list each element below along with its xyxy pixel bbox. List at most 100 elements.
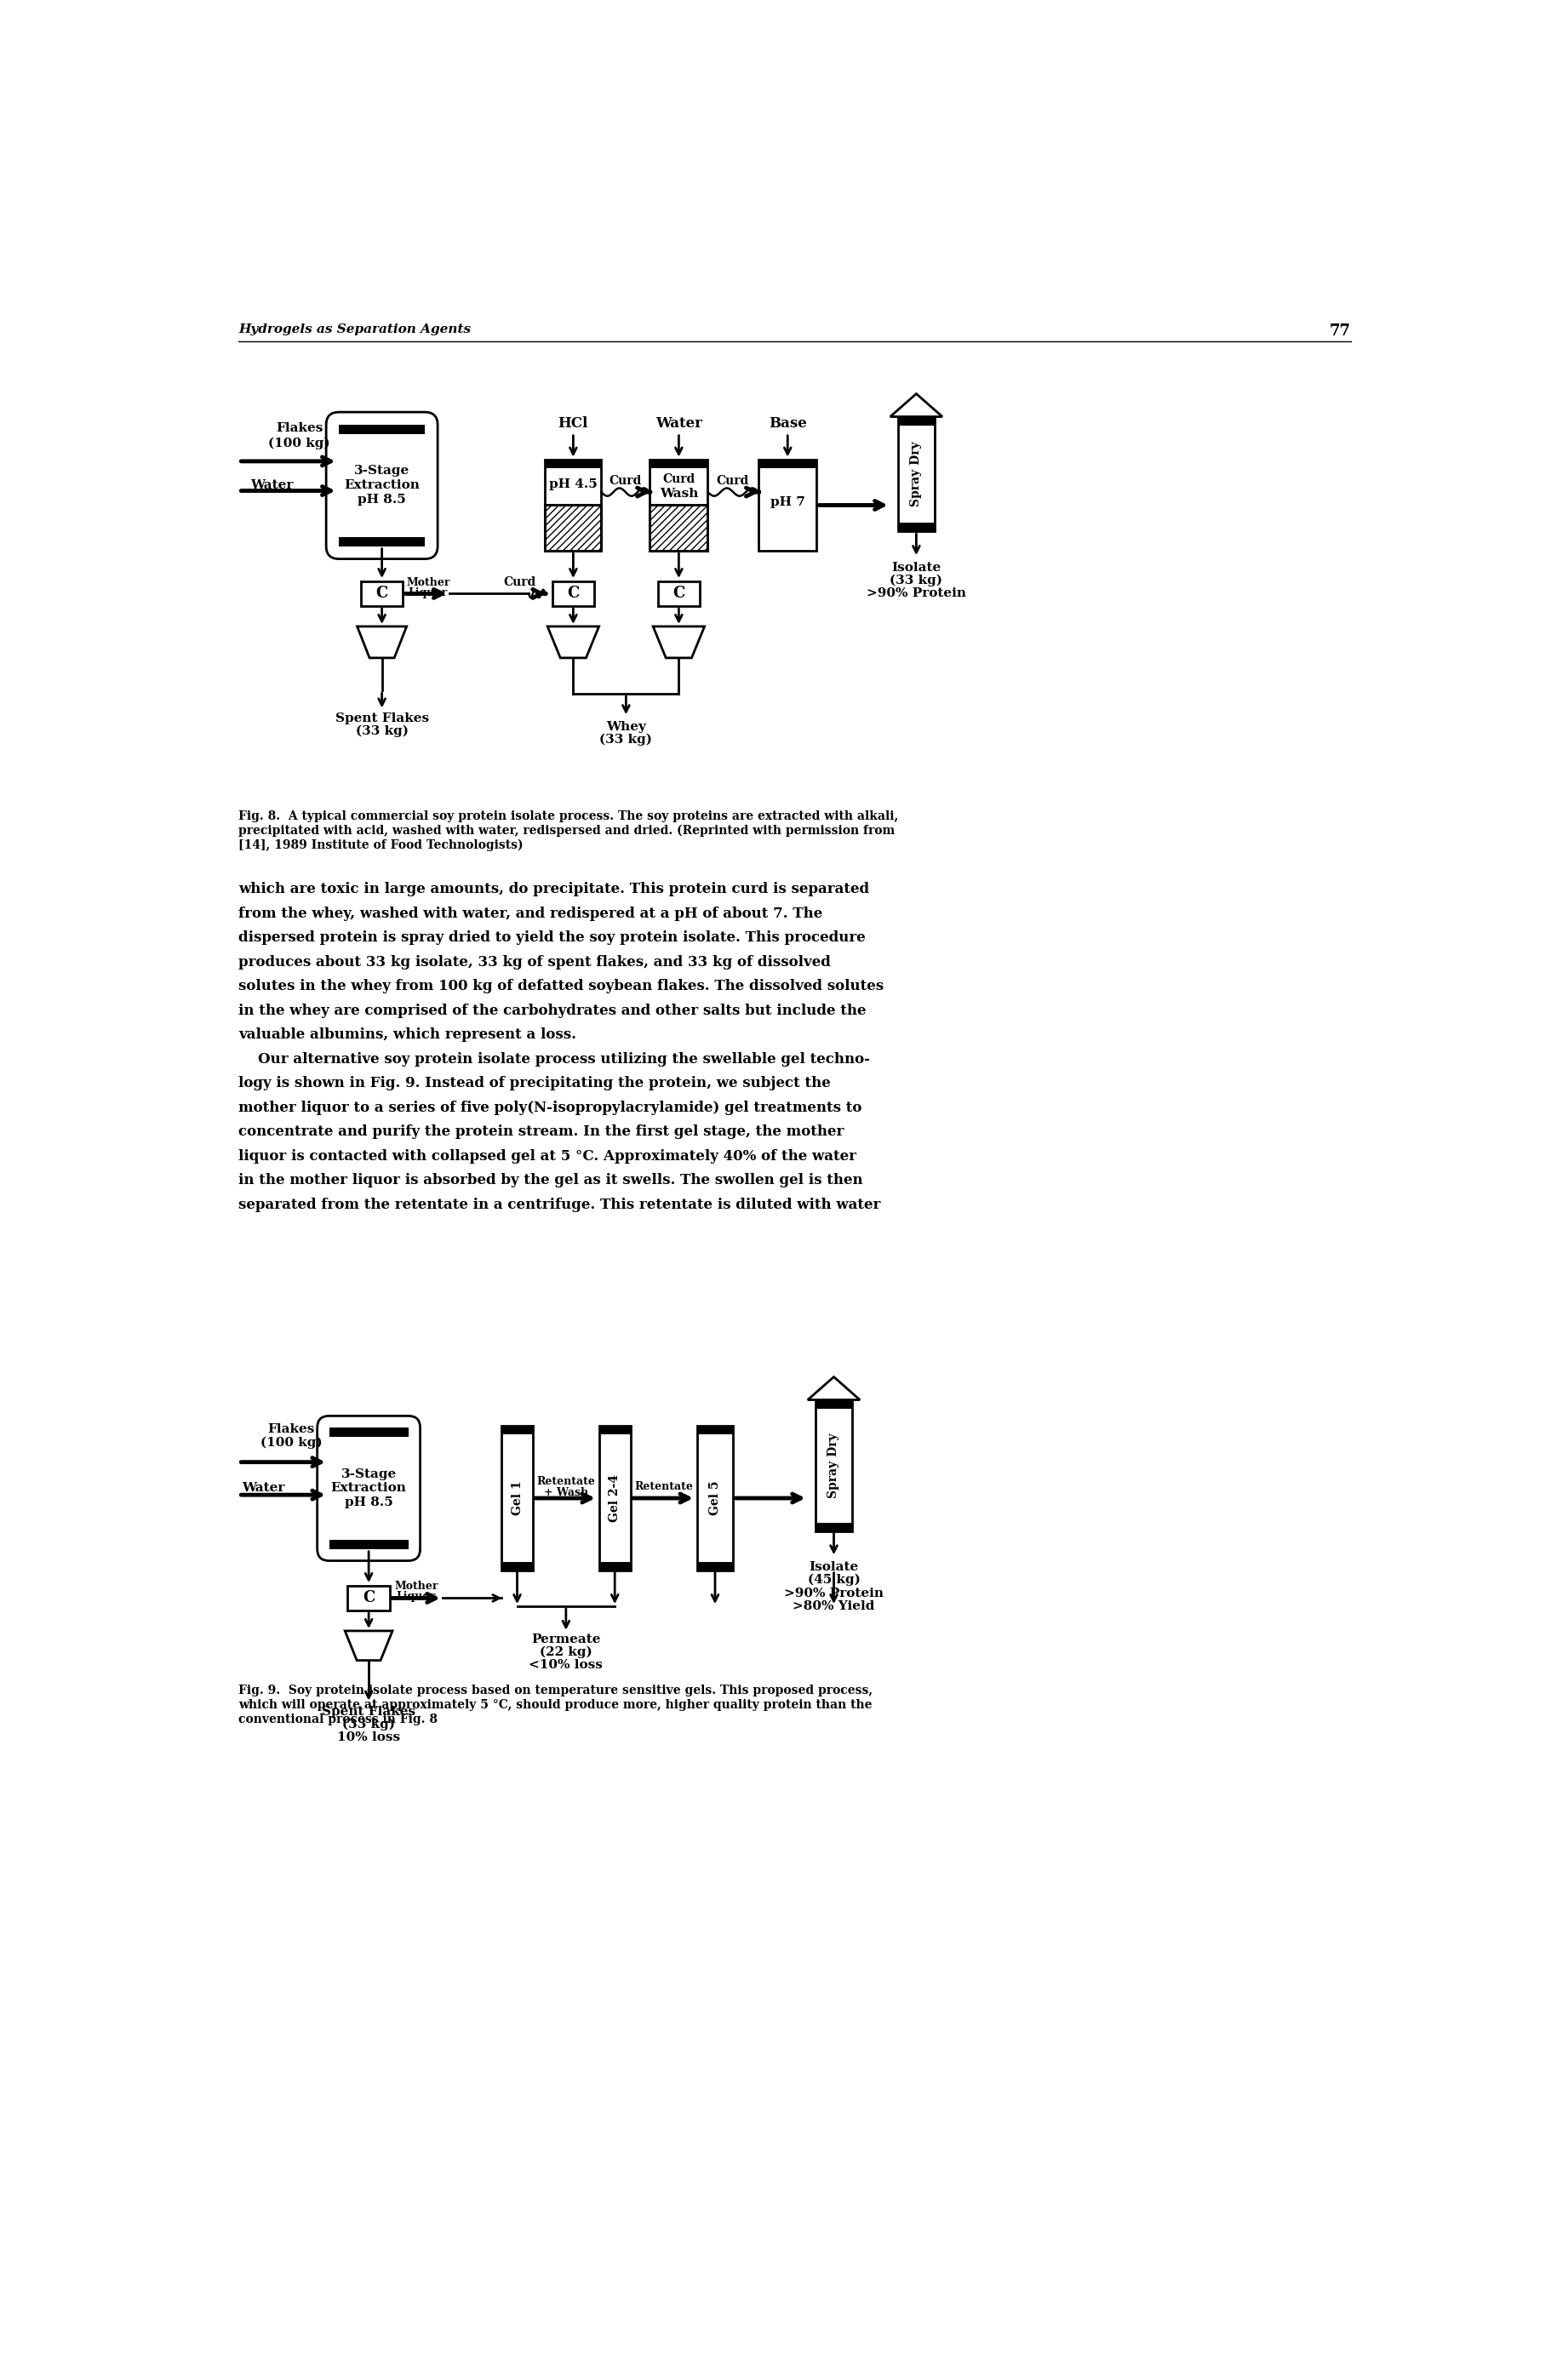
- Text: precipitated with acid, washed with water, redispersed and dried. (Reprinted wit: precipitated with acid, washed with wate…: [239, 823, 895, 838]
- Text: (100 kg): (100 kg): [261, 1435, 323, 1449]
- Text: Spray Dry: Spray Dry: [910, 440, 923, 507]
- Bar: [546, 505, 602, 552]
- Bar: [329, 1428, 408, 1438]
- Text: Isolate: Isolate: [810, 1561, 859, 1573]
- Bar: [552, 581, 594, 607]
- Bar: [816, 1399, 851, 1409]
- Bar: [650, 459, 707, 469]
- Bar: [329, 1540, 408, 1549]
- Text: Spent Flakes: Spent Flakes: [321, 1706, 416, 1718]
- Text: 3-Stage: 3-Stage: [341, 1468, 397, 1480]
- Text: <10% loss: <10% loss: [529, 1659, 603, 1671]
- Text: Our alternative soy protein isolate process utilizing the swellable gel techno-: Our alternative soy protein isolate proc…: [239, 1052, 870, 1066]
- Text: C: C: [375, 585, 388, 602]
- Text: which will operate at approximately 5 °C, should produce more, higher quality pr: which will operate at approximately 5 °C…: [239, 1699, 873, 1711]
- Text: Flakes: Flakes: [276, 424, 323, 436]
- Bar: [898, 524, 934, 531]
- Text: in the whey are comprised of the carbohydrates and other salts but include the: in the whey are comprised of the carbohy…: [239, 1004, 867, 1019]
- Bar: [650, 459, 707, 552]
- Text: 10% loss: 10% loss: [337, 1733, 400, 1745]
- FancyBboxPatch shape: [326, 412, 437, 559]
- Text: Permeate: Permeate: [532, 1633, 600, 1645]
- Bar: [650, 505, 707, 552]
- Text: Fig. 8.  A typical commercial soy protein isolate process. The soy proteins are : Fig. 8. A typical commercial soy protein…: [239, 809, 898, 821]
- Bar: [361, 581, 403, 607]
- Bar: [696, 1426, 734, 1435]
- Bar: [599, 1426, 631, 1435]
- Text: (33 kg): (33 kg): [600, 733, 653, 745]
- Text: 77: 77: [1329, 324, 1351, 338]
- Text: liquor is contacted with collapsed gel at 5 °C. Approximately 40% of the water: liquor is contacted with collapsed gel a…: [239, 1150, 856, 1164]
- Text: dispersed protein is spray dried to yield the soy protein isolate. This procedur: dispersed protein is spray dried to yiel…: [239, 931, 865, 945]
- Text: Curd: Curd: [717, 476, 749, 488]
- Text: Water: Water: [242, 1483, 284, 1495]
- Text: pH 7: pH 7: [771, 495, 805, 507]
- Text: pH 8.5: pH 8.5: [344, 1497, 392, 1509]
- Text: Base: Base: [769, 416, 807, 431]
- Text: Extraction: Extraction: [344, 478, 420, 490]
- Text: Wash: Wash: [659, 488, 698, 500]
- Text: Flakes: Flakes: [268, 1423, 315, 1435]
- Bar: [898, 416, 934, 426]
- Text: Retentate: Retentate: [634, 1480, 693, 1492]
- Text: which are toxic in large amounts, do precipitate. This protein curd is separated: which are toxic in large amounts, do pre…: [239, 883, 870, 897]
- Text: C: C: [673, 585, 686, 602]
- Text: (33 kg): (33 kg): [890, 574, 943, 588]
- Bar: [347, 1585, 389, 1611]
- Text: C: C: [363, 1590, 375, 1607]
- Text: [14], 1989 Institute of Food Technologists): [14], 1989 Institute of Food Technologis…: [239, 838, 524, 852]
- Bar: [758, 459, 817, 552]
- Text: Spent Flakes: Spent Flakes: [335, 712, 428, 724]
- Text: (45 kg): (45 kg): [808, 1573, 861, 1585]
- Text: pH 4.5: pH 4.5: [549, 478, 597, 490]
- Text: Retentate: Retentate: [537, 1476, 596, 1488]
- Bar: [650, 505, 707, 552]
- Text: conventional process in Fig. 8: conventional process in Fig. 8: [239, 1714, 437, 1726]
- Text: in the mother liquor is absorbed by the gel as it swells. The swollen gel is the: in the mother liquor is absorbed by the …: [239, 1173, 864, 1188]
- Text: Curd: Curd: [610, 476, 642, 488]
- Text: (100 kg): (100 kg): [268, 438, 330, 450]
- Text: logy is shown in Fig. 9. Instead of precipitating the protein, we subject the: logy is shown in Fig. 9. Instead of prec…: [239, 1076, 831, 1090]
- Bar: [898, 416, 934, 531]
- Text: Spray Dry: Spray Dry: [828, 1433, 839, 1497]
- Bar: [599, 1561, 631, 1571]
- Bar: [546, 459, 602, 469]
- Text: Extraction: Extraction: [330, 1483, 406, 1495]
- FancyBboxPatch shape: [318, 1416, 420, 1561]
- Text: + Wash: + Wash: [544, 1488, 588, 1499]
- Text: Gel 5: Gel 5: [709, 1480, 721, 1516]
- Bar: [501, 1426, 534, 1435]
- Bar: [546, 459, 602, 552]
- Bar: [816, 1523, 851, 1530]
- Bar: [501, 1426, 534, 1571]
- Bar: [758, 459, 817, 469]
- Polygon shape: [808, 1378, 859, 1399]
- Bar: [501, 1561, 534, 1571]
- Text: valuable albumins, which represent a loss.: valuable albumins, which represent a los…: [239, 1028, 577, 1042]
- Bar: [599, 1426, 631, 1571]
- Text: >90% Protein: >90% Protein: [783, 1587, 884, 1599]
- Text: Curd: Curd: [504, 576, 537, 588]
- Bar: [696, 1426, 734, 1571]
- Text: mother liquor to a series of five poly(N-isopropylacrylamide) gel treatments to: mother liquor to a series of five poly(N…: [239, 1100, 862, 1114]
- Text: Mother: Mother: [406, 576, 450, 588]
- Text: (33 kg): (33 kg): [343, 1718, 396, 1730]
- Polygon shape: [548, 626, 599, 657]
- Text: (22 kg): (22 kg): [540, 1647, 592, 1659]
- Bar: [340, 426, 425, 433]
- Bar: [816, 1399, 851, 1530]
- Text: concentrate and purify the protein stream. In the first gel stage, the mother: concentrate and purify the protein strea…: [239, 1126, 844, 1140]
- Text: produces about 33 kg isolate, 33 kg of spent flakes, and 33 kg of dissolved: produces about 33 kg isolate, 33 kg of s…: [239, 954, 831, 969]
- Text: Fig. 9.  Soy protein isolate process based on temperature sensitive gels. This p: Fig. 9. Soy protein isolate process base…: [239, 1685, 873, 1697]
- Text: Whey: Whey: [606, 721, 645, 733]
- Text: >90% Protein: >90% Protein: [867, 588, 966, 600]
- Bar: [546, 505, 602, 552]
- Text: separated from the retentate in a centrifuge. This retentate is diluted with wat: separated from the retentate in a centri…: [239, 1197, 881, 1211]
- Polygon shape: [357, 626, 406, 657]
- Text: pH 8.5: pH 8.5: [358, 495, 406, 507]
- Text: Mother: Mother: [394, 1580, 437, 1592]
- Bar: [696, 1561, 734, 1571]
- Text: solutes in the whey from 100 kg of defatted soybean flakes. The dissolved solute: solutes in the whey from 100 kg of defat…: [239, 978, 884, 992]
- Polygon shape: [653, 626, 704, 657]
- Text: from the whey, washed with water, and redispered at a pH of about 7. The: from the whey, washed with water, and re…: [239, 907, 824, 921]
